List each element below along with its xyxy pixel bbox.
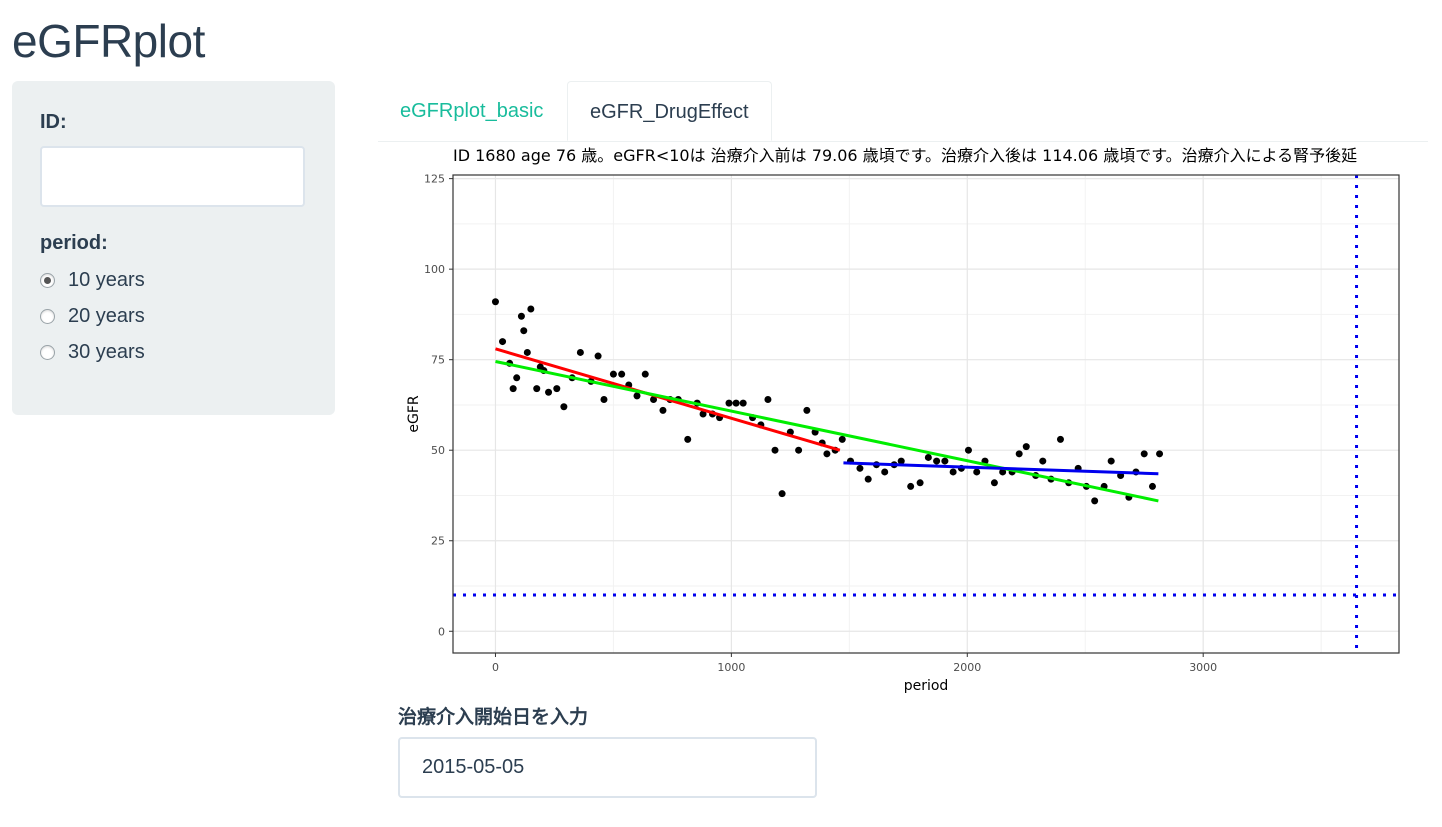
data-point [517,312,525,320]
data-point [990,479,998,487]
intervention-date-input[interactable] [398,737,817,798]
data-point [594,352,602,360]
data-point [924,453,932,461]
data-point [650,396,658,404]
period-label: period: [40,232,108,254]
data-point [897,457,905,465]
data-point [1091,497,1099,505]
data-point [907,482,915,490]
period-radio-10-years[interactable]: 10 years [40,267,145,293]
x-tick-label: 3000 [1189,661,1217,674]
id-input[interactable] [40,146,305,207]
data-point [1140,450,1148,458]
data-point [725,399,733,407]
radio-label: 10 years [68,268,145,291]
data-point [509,385,517,393]
data-point [933,457,941,465]
data-point [1015,450,1023,458]
chart-title: ID 1680 age 76 歳。eGFR<10は 治療介入前は 79.06 歳… [453,146,1357,165]
radio-button-checked[interactable] [40,272,55,288]
data-point [545,388,553,396]
data-point [999,468,1007,476]
data-point [600,396,608,404]
panel-border [452,174,1400,654]
data-point [1056,435,1064,443]
tab-bar: eGFRplot_basic eGFR_DrugEffect [378,81,1428,142]
data-point [513,374,521,382]
radio-button[interactable] [40,308,55,324]
intervention-date-label: 治療介入開始日を入力 [398,707,589,728]
data-point [560,403,568,411]
radio-button[interactable] [40,344,55,360]
data-point [684,435,692,443]
tab-egfr-drugeffect[interactable]: eGFR_DrugEffect [567,81,772,141]
data-point [1148,482,1156,490]
data-point [523,348,531,356]
data-point [949,468,957,476]
data-point [1039,457,1047,465]
egfr-chart: ID 1680 age 76 歳。eGFR<10は 治療介入前は 79.06 歳… [406,146,1400,694]
y-tick-label: 125 [424,173,445,186]
y-tick-label: 100 [424,263,445,276]
id-label: ID: [40,111,67,133]
data-point [699,410,707,418]
data-point [941,457,949,465]
data-point [553,385,561,393]
sidebar-panel: ID: period: 10 years 20 years 30 years [12,81,335,415]
data-point [778,490,786,498]
radio-label: 30 years [68,340,145,363]
data-point [609,370,617,378]
y-tick-label: 0 [438,625,445,638]
x-tick-label: 1000 [717,661,745,674]
regression-line [495,360,1159,503]
data-point [533,385,541,393]
data-point [823,450,831,458]
app-title: eGFRplot [12,15,205,67]
data-point [973,468,981,476]
data-point [764,396,772,404]
plot-data-layer [453,175,1399,653]
data-point [795,446,803,454]
data-point [1156,450,1164,458]
regression-line [495,347,841,452]
data-point [856,464,864,472]
data-point [964,446,972,454]
period-radio-20-years[interactable]: 20 years [40,303,145,329]
x-axis-title: period [904,678,949,694]
data-point [1107,457,1115,465]
data-point [527,305,535,313]
y-axis-title: eGFR [406,395,422,433]
tab-egfrplot-basic[interactable]: eGFRplot_basic [400,100,544,122]
data-point [771,446,779,454]
data-point [491,298,499,306]
data-point [1022,443,1030,451]
y-tick-label: 50 [431,444,445,457]
regression-line [843,461,1159,476]
data-point [732,399,740,407]
period-radio-30-years[interactable]: 30 years [40,339,145,365]
data-point [659,406,667,414]
x-tick-label: 2000 [953,661,981,674]
x-tick-label: 0 [492,661,499,674]
data-point [739,399,747,407]
y-tick-label: 25 [431,535,445,548]
data-point [520,327,528,335]
panel-background [453,175,1399,653]
data-point [838,435,846,443]
data-point [641,370,649,378]
data-point [633,392,641,400]
data-point [881,468,889,476]
data-point [499,338,507,346]
data-point [618,370,626,378]
data-point [803,406,811,414]
radio-label: 20 years [68,304,145,327]
data-point [916,479,924,487]
data-point [864,475,872,483]
y-tick-label: 75 [431,354,445,367]
data-point [576,348,584,356]
